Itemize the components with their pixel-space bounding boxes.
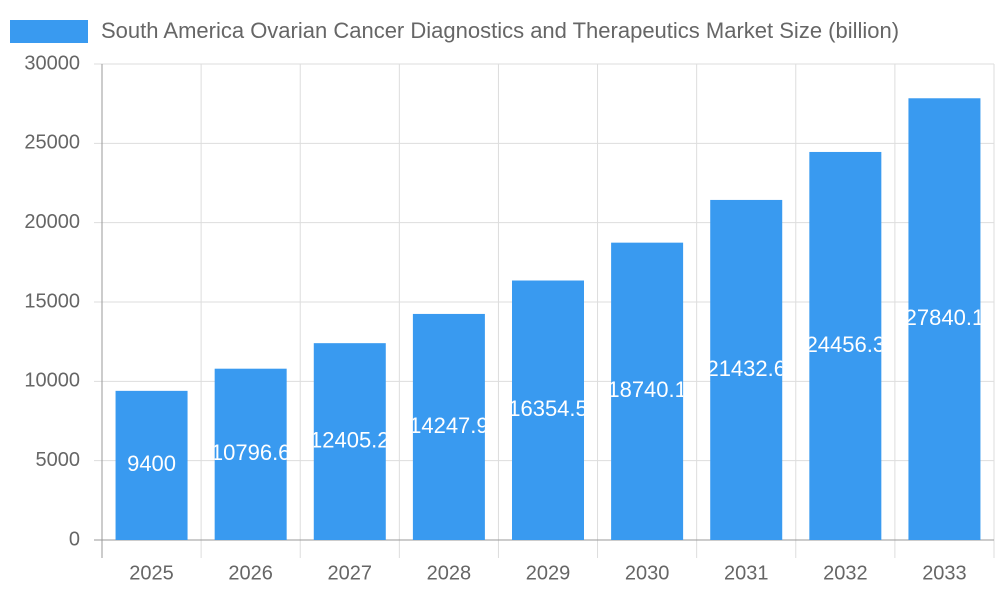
bar xyxy=(611,242,684,540)
y-tick-label: 10000 xyxy=(24,370,80,392)
bar xyxy=(710,199,783,540)
data-label: 9400 xyxy=(127,451,176,476)
data-label: 14247.9 xyxy=(409,413,489,438)
data-label: 21432.6 xyxy=(706,356,786,381)
x-tick-label: 2027 xyxy=(328,562,373,584)
y-tick-label: 20000 xyxy=(24,211,80,233)
data-label: 10796.6 xyxy=(211,440,291,465)
y-tick-label: 30000 xyxy=(24,52,80,74)
y-tick-label: 25000 xyxy=(24,132,80,154)
y-tick-label: 0 xyxy=(69,528,80,550)
data-label: 24456.3 xyxy=(806,332,886,357)
bar xyxy=(512,280,584,540)
data-label: 16354.5 xyxy=(508,396,588,421)
x-tick-label: 2031 xyxy=(724,562,769,584)
bar xyxy=(115,390,188,540)
x-tick-label: 2030 xyxy=(625,562,670,584)
x-tick-label: 2028 xyxy=(427,562,472,584)
legend-label: South America Ovarian Cancer Diagnostics… xyxy=(101,18,899,43)
x-tick-label: 2032 xyxy=(823,562,868,584)
legend-swatch xyxy=(10,20,88,43)
data-label: 27840.1 xyxy=(905,305,985,330)
x-tick-label: 2033 xyxy=(922,562,967,584)
bar xyxy=(908,98,981,540)
data-label: 18740.1 xyxy=(607,377,687,402)
bar xyxy=(412,313,485,540)
x-tick-label: 2026 xyxy=(228,562,273,584)
bar xyxy=(313,343,386,540)
data-label: 12405.2 xyxy=(310,427,390,452)
x-tick-label: 2025 xyxy=(129,562,174,584)
bar xyxy=(809,151,882,541)
bar xyxy=(214,368,287,540)
y-tick-label: 15000 xyxy=(24,290,80,312)
x-tick-label: 2029 xyxy=(526,562,571,584)
y-tick-label: 5000 xyxy=(36,449,81,471)
